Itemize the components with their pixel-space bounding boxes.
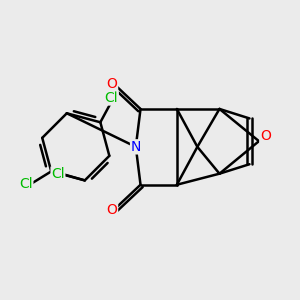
- Text: N: N: [130, 140, 141, 154]
- Text: O: O: [107, 77, 118, 91]
- Text: Cl: Cl: [19, 177, 33, 191]
- Text: Cl: Cl: [105, 91, 118, 105]
- Text: O: O: [260, 129, 271, 143]
- Text: Cl: Cl: [51, 167, 65, 181]
- Text: O: O: [107, 203, 118, 217]
